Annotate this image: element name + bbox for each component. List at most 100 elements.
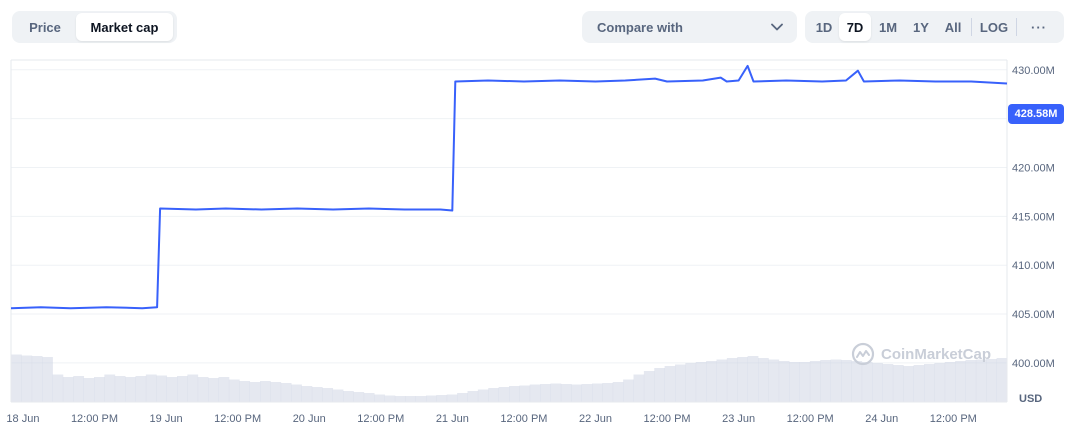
volume-bar: [280, 383, 292, 402]
volume-bar: [457, 393, 468, 402]
volume-bar: [664, 366, 676, 402]
y-tick-label: 420.00M: [1012, 162, 1055, 174]
y-tick-label: 415.00M: [1012, 211, 1055, 223]
volume-bar: [695, 362, 707, 402]
volume-bar: [446, 394, 458, 402]
chart-type-tabs: Price Market cap: [12, 11, 177, 43]
volume-bar: [363, 393, 375, 402]
x-tick-label: 12:00 PM: [357, 413, 404, 425]
volume-bar: [737, 357, 749, 402]
volume-bar: [643, 371, 655, 402]
volume-bar: [716, 359, 728, 402]
volume-bar: [509, 386, 520, 402]
volume-bar: [892, 365, 904, 402]
volume-bar: [477, 389, 489, 402]
volume-bar: [166, 377, 178, 402]
volume-bar: [426, 395, 437, 402]
volume-bar: [602, 383, 614, 402]
tab-market-cap[interactable]: Market cap: [76, 13, 173, 41]
volume-bar: [965, 360, 977, 402]
chevron-down-icon: [771, 23, 783, 31]
volume-bar: [436, 395, 448, 402]
volume-bar: [187, 374, 199, 402]
volume-bar: [861, 362, 873, 402]
tab-price[interactable]: Price: [29, 19, 61, 35]
volume-bar: [405, 396, 417, 402]
range-1d-button[interactable]: 1D: [815, 19, 833, 35]
grid-lines: [11, 69, 1007, 364]
volume-bar: [31, 356, 43, 402]
volume-bar: [581, 384, 593, 402]
volume-bar: [830, 359, 842, 402]
volume-bar: [208, 378, 219, 402]
watermark: CoinMarketCap: [851, 342, 991, 366]
volume-bar: [768, 359, 780, 402]
divider: [971, 18, 972, 36]
volume-bar: [789, 362, 800, 402]
x-tick-label: 20 Jun: [293, 413, 326, 425]
time-range-selector: 1D 7D 1M 1Y All LOG ···: [805, 11, 1064, 43]
log-scale-button[interactable]: LOG: [979, 19, 1009, 35]
volume-bar: [353, 392, 365, 402]
volume-bar: [571, 384, 583, 402]
volume-bar: [519, 385, 531, 402]
volume-bar: [872, 363, 883, 402]
x-tick-label: 21 Jun: [436, 413, 469, 425]
x-tick-label: 12:00 PM: [214, 413, 261, 425]
range-1y-button[interactable]: 1Y: [913, 19, 929, 35]
compare-with-label: Compare with: [597, 19, 683, 35]
volume-bar: [83, 378, 95, 402]
volume-bar: [654, 368, 666, 402]
volume-bar: [778, 361, 790, 402]
volume-bar: [156, 375, 168, 402]
volume-bar: [322, 388, 334, 402]
volume-bar: [975, 359, 987, 402]
divider: [1016, 18, 1017, 36]
x-tick-label: 12:00 PM: [500, 413, 547, 425]
volume-bar: [467, 391, 479, 402]
current-value-badge: 428.58M: [1008, 104, 1064, 124]
volume-bar: [488, 388, 500, 402]
range-7d-button[interactable]: 7D: [839, 13, 871, 41]
volume-bar: [675, 364, 686, 402]
volume-bar: [633, 374, 645, 402]
volume-bar: [851, 361, 863, 402]
volume-bar: [747, 356, 759, 402]
x-tick-label: 12:00 PM: [787, 413, 834, 425]
coinmarketcap-logo-icon: [851, 342, 875, 366]
volume-bar: [73, 376, 85, 402]
volume-bar: [560, 384, 572, 402]
volume-bar: [291, 384, 302, 402]
x-tick-label: 18 Jun: [6, 413, 39, 425]
y-tick-label: 410.00M: [1012, 260, 1055, 272]
currency-label: USD: [1019, 393, 1043, 405]
range-1m-button[interactable]: 1M: [878, 19, 898, 35]
volume-bar: [498, 387, 510, 402]
volume-bar: [841, 360, 852, 402]
volume-bar: [239, 381, 251, 402]
volume-bar: [944, 362, 956, 402]
x-tick-label: 24 Jun: [865, 413, 898, 425]
more-options-button[interactable]: ···: [1031, 19, 1047, 35]
volume-bar: [135, 376, 147, 402]
volume-bar: [104, 374, 116, 402]
volume-bar: [197, 377, 209, 402]
volume-bar: [623, 379, 634, 402]
volume-bar: [114, 376, 126, 402]
volume-bar: [384, 395, 396, 402]
volume-bar: [612, 382, 624, 402]
range-all-button[interactable]: All: [944, 19, 962, 35]
y-axis: 400.00M405.00M410.00M415.00M420.00M425.0…: [1012, 65, 1055, 370]
volume-bars: [11, 354, 1008, 402]
volume-bar: [809, 361, 821, 402]
volume-bar: [62, 377, 74, 402]
x-tick-label: 12:00 PM: [930, 413, 977, 425]
x-tick-label: 12:00 PM: [71, 413, 118, 425]
volume-bar: [415, 396, 427, 402]
watermark-text: CoinMarketCap: [881, 345, 992, 363]
volume-bar: [529, 384, 541, 402]
volume-bar: [249, 382, 261, 402]
compare-with-dropdown[interactable]: Compare with: [582, 11, 797, 43]
volume-bar: [394, 396, 406, 402]
